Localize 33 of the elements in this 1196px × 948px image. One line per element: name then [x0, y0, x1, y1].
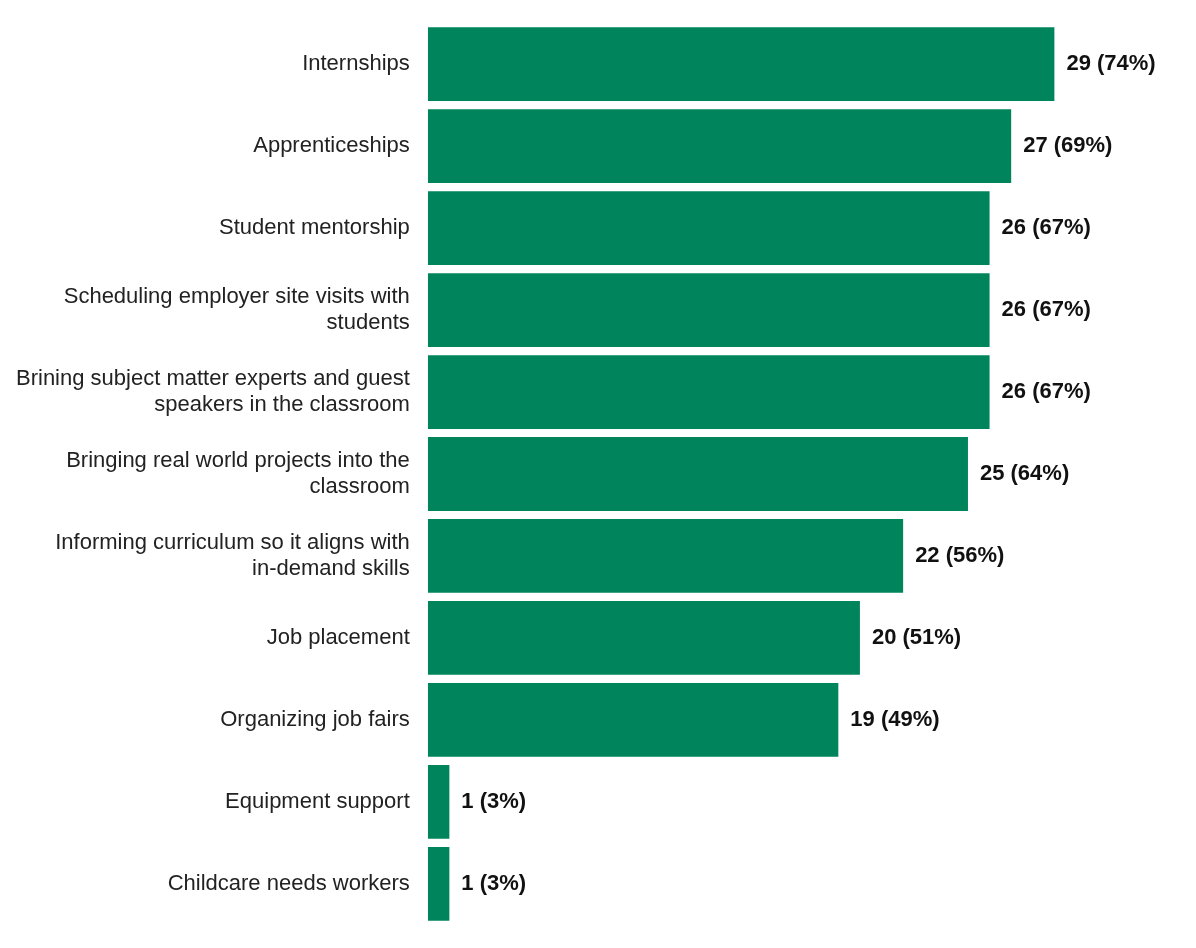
data-label: 29 (74%) [1066, 50, 1156, 76]
data-label: 26 (67%) [1001, 378, 1091, 404]
bar [427, 764, 450, 839]
y-tick-label: Internships [302, 50, 410, 76]
y-tick-label: Scheduling employer site visits with students [63, 282, 410, 335]
bar [427, 519, 904, 593]
data-label: 1 (3%) [461, 787, 527, 813]
bar [427, 191, 990, 265]
y-tick-label: Organizing job fairs [220, 705, 410, 731]
y-tick-label: Informing curriculum so it aligns with in-demand skills [55, 528, 410, 581]
y-tick-label: Bringing real world projects into the classroom [66, 446, 410, 499]
y-tick-label: Equipment support [225, 787, 410, 813]
y-tick-label: Student mentorship [218, 214, 410, 240]
y-tick-label: Job placement [266, 623, 410, 649]
y-tick-label: Apprenticeships [253, 132, 410, 158]
y-tick-label: Brining subject matter experts and guest speakers in the classroom [16, 364, 410, 417]
bar [427, 273, 990, 347]
data-label: 26 (67%) [1001, 296, 1091, 322]
data-label: 20 (51%) [871, 623, 962, 649]
bar [427, 437, 968, 511]
data-label: 22 (56%) [915, 542, 1005, 568]
bar [427, 355, 990, 429]
bar [427, 27, 1055, 102]
bar [427, 109, 1012, 184]
data-label: 1 (3%) [461, 869, 527, 895]
bar [427, 846, 450, 921]
y-tick-label: Childcare needs workers [167, 869, 410, 895]
bar [427, 601, 860, 675]
bar [427, 683, 839, 757]
data-label: 25 (64%) [979, 460, 1070, 486]
data-label: 27 (69%) [1023, 132, 1113, 158]
data-label: 19 (49%) [850, 705, 940, 731]
data-label: 26 (67%) [1001, 214, 1091, 240]
